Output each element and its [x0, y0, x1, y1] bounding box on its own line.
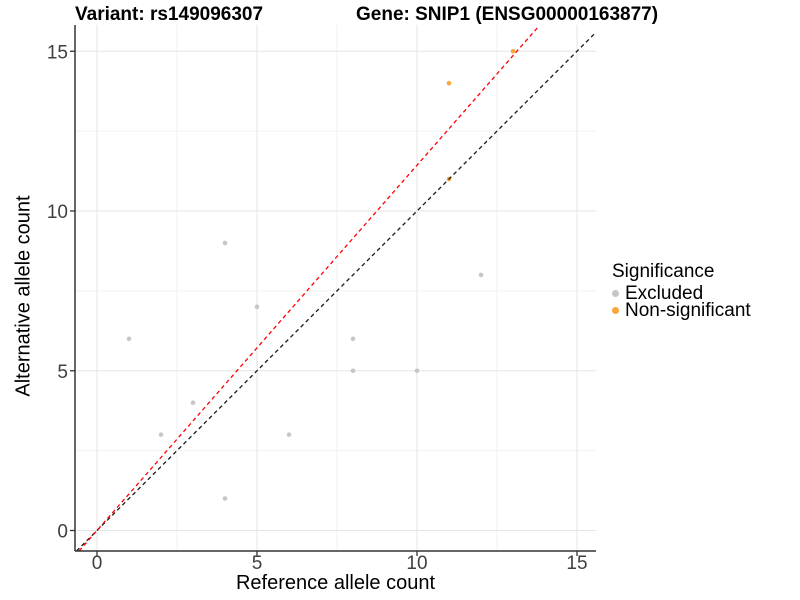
data-point-non-significant: [510, 48, 516, 54]
data-point-excluded: [350, 368, 356, 374]
legend-items: Excluded Non-significant: [612, 282, 751, 321]
data-point-excluded: [478, 272, 484, 278]
data-point-excluded: [158, 432, 164, 437]
data-point-excluded: [126, 336, 132, 342]
data-point-excluded: [414, 368, 420, 374]
data-point-excluded: [222, 240, 228, 246]
data-point-non-significant: [446, 80, 452, 86]
x-tick-label: 0: [92, 553, 103, 574]
ratio-line: [78, 25, 540, 552]
x-tick-label: 15: [566, 553, 587, 574]
variant-title: Variant: rs149096307: [75, 4, 264, 25]
y-tick-label: 5: [57, 362, 68, 383]
legend: Significance Excluded Non-significant: [612, 261, 751, 321]
legend-item: Non-significant: [612, 299, 751, 321]
x-axis-title: Reference allele count: [235, 572, 435, 594]
legend-dot-icon: [612, 307, 619, 314]
data-point-excluded: [222, 496, 228, 501]
legend-item-label: Excluded: [625, 282, 704, 304]
legend-title: Significance: [612, 261, 715, 282]
data-point-excluded: [254, 304, 260, 310]
x-tick-label: 10: [406, 553, 427, 574]
identity-line: [76, 31, 597, 552]
legend-dot-icon: [612, 290, 619, 297]
data-point-excluded: [286, 432, 292, 437]
legend-item: Excluded: [612, 282, 751, 304]
data-point-excluded: [190, 400, 196, 406]
x-tick-label: 5: [252, 553, 263, 574]
legend-item-label: Non-significant: [625, 299, 751, 321]
y-tick-label: 10: [47, 202, 68, 223]
gene-title: Gene: SNIP1 (ENSG00000163877): [356, 4, 659, 25]
y-tick-label: 15: [47, 42, 68, 63]
y-axis-title: Alternative allele count: [12, 195, 35, 397]
y-tick-label: 0: [57, 522, 68, 543]
data-point-excluded: [350, 336, 356, 342]
